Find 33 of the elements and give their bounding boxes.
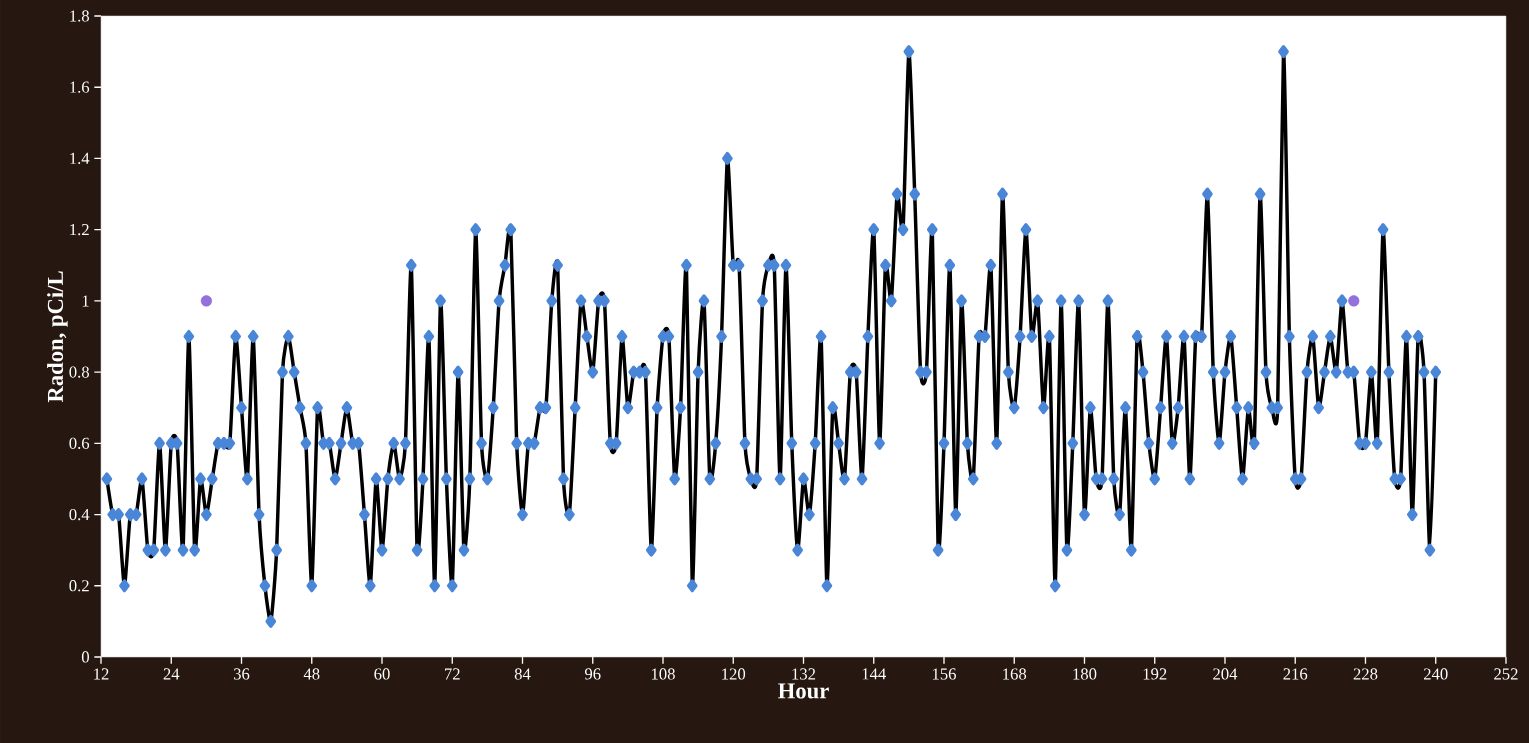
x-tick-label: 240 (1423, 668, 1448, 680)
x-tick-label: 216 (1283, 668, 1308, 680)
x-tick-label: 132 (792, 668, 816, 680)
y-tick-label: 0.6 (69, 437, 90, 449)
x-tick-label: 204 (1213, 668, 1238, 680)
y-tick-label: 1.8 (70, 10, 89, 22)
y-tick-label: 1.6 (70, 81, 90, 93)
x-tick-label: 12 (94, 668, 109, 680)
y-tick-label: 1 (82, 295, 89, 307)
x-tick-label: 156 (932, 668, 956, 680)
x-axis-title: Hour (778, 683, 829, 699)
x-tick-label: 96 (584, 668, 601, 680)
y-tick-label: 0.4 (69, 508, 90, 521)
x-tick-label: 144 (862, 668, 886, 680)
y-tick-label: 0.8 (69, 366, 89, 378)
x-tick-label: 108 (651, 668, 675, 680)
x-tick-label: 60 (374, 668, 390, 680)
x-tick-label: 36 (233, 668, 250, 680)
x-tick-label: 120 (722, 668, 746, 680)
x-tick-label: 228 (1353, 668, 1378, 680)
y-tick-label: 0 (81, 651, 89, 663)
y-axis-title: Radon, pCi/L (47, 271, 68, 403)
x-tick-label: 252 (1494, 668, 1518, 680)
y-tick-label: 1.2 (70, 224, 89, 236)
x-tick-label: 180 (1073, 668, 1097, 680)
x-tick-label: 72 (445, 668, 460, 680)
y-tick-label: 1.4 (70, 152, 90, 165)
x-tick-label: 24 (163, 668, 180, 680)
x-tick-label: 84 (514, 668, 531, 680)
x-tick-label: 48 (303, 668, 320, 680)
x-tick-label: 168 (1003, 668, 1027, 680)
x-tick-label: 192 (1143, 668, 1167, 680)
y-tick-label: 0.2 (69, 580, 89, 592)
